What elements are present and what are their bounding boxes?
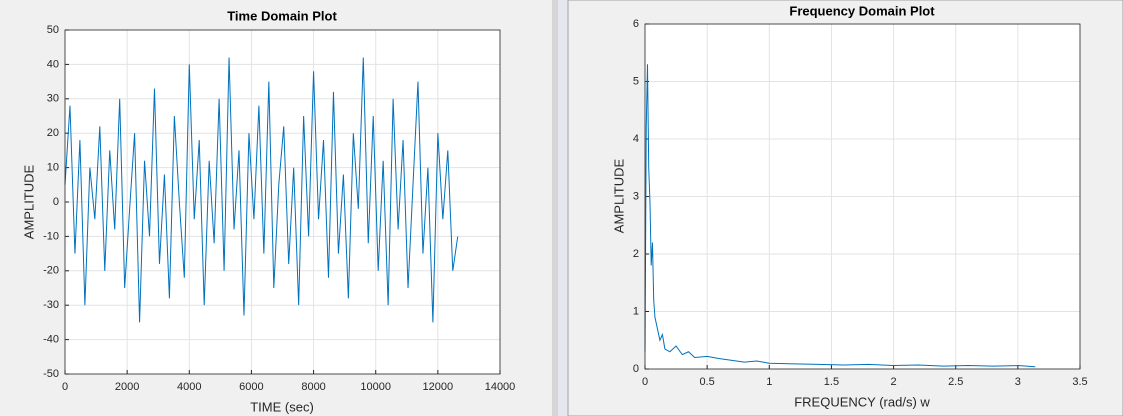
y-tick-label: 0 <box>53 196 59 208</box>
x-axis-label: FREQUENCY (rad/s) w <box>794 394 930 409</box>
x-tick-label: 14000 <box>485 381 516 393</box>
splitter <box>552 0 558 416</box>
x-tick-label: 12000 <box>423 381 454 393</box>
x-tick-label: 3.5 <box>1072 376 1087 388</box>
x-tick-label: 8000 <box>301 381 325 393</box>
y-tick-label: 6 <box>633 18 639 30</box>
y-tick-label: 5 <box>633 75 639 87</box>
x-tick-label: 1 <box>766 376 772 388</box>
y-axis-label: AMPLITUDE <box>611 158 626 233</box>
x-tick-label: 2.5 <box>948 376 963 388</box>
splitter-edge <box>558 0 568 416</box>
y-tick-label: 20 <box>47 127 59 139</box>
x-tick-label: 10000 <box>360 381 391 393</box>
x-tick-label: 0.5 <box>699 376 714 388</box>
x-tick-label: 2 <box>891 376 897 388</box>
y-tick-label: 4 <box>633 133 639 145</box>
chart-title: Time Domain Plot <box>227 8 337 23</box>
x-tick-label: 1.5 <box>824 376 839 388</box>
axes-box <box>644 23 1081 370</box>
y-axis-label: AMPLITUDE <box>21 164 36 239</box>
x-tick-label: 2000 <box>115 381 139 393</box>
time-plot: Time Domain Plot TIME (sec) AMPLITUDE -5… <box>21 8 515 414</box>
y-tick-label: -20 <box>43 265 59 277</box>
y-tick-label: 30 <box>47 93 59 105</box>
chart-title: Frequency Domain Plot <box>789 3 935 18</box>
x-axis-label: TIME (sec) <box>250 399 314 414</box>
x-tick-label: 4000 <box>177 381 201 393</box>
x-tick-label: 0 <box>642 376 648 388</box>
y-tick-label: 0 <box>633 363 639 375</box>
y-tick-label: 1 <box>633 305 639 317</box>
x-tick-label: 0 <box>62 381 68 393</box>
y-tick-label: 10 <box>47 162 59 174</box>
x-tick-label: 6000 <box>239 381 263 393</box>
y-tick-label: -40 <box>43 334 59 346</box>
y-tick-label: 40 <box>47 58 59 70</box>
x-tick-label: 3 <box>1015 376 1021 388</box>
y-tick-label: -50 <box>43 368 59 380</box>
frequency-plot: Frequency Domain Plot FREQUENCY (rad/s) … <box>611 3 1087 409</box>
y-tick-label: -30 <box>43 299 59 311</box>
data-line <box>64 57 459 323</box>
y-tick-label: -10 <box>43 230 59 242</box>
y-tick-label: 50 <box>47 24 59 36</box>
y-tick-label: 2 <box>633 248 639 260</box>
axes-box <box>64 29 501 375</box>
y-tick-label: 3 <box>633 190 639 202</box>
data-line <box>644 64 1036 368</box>
